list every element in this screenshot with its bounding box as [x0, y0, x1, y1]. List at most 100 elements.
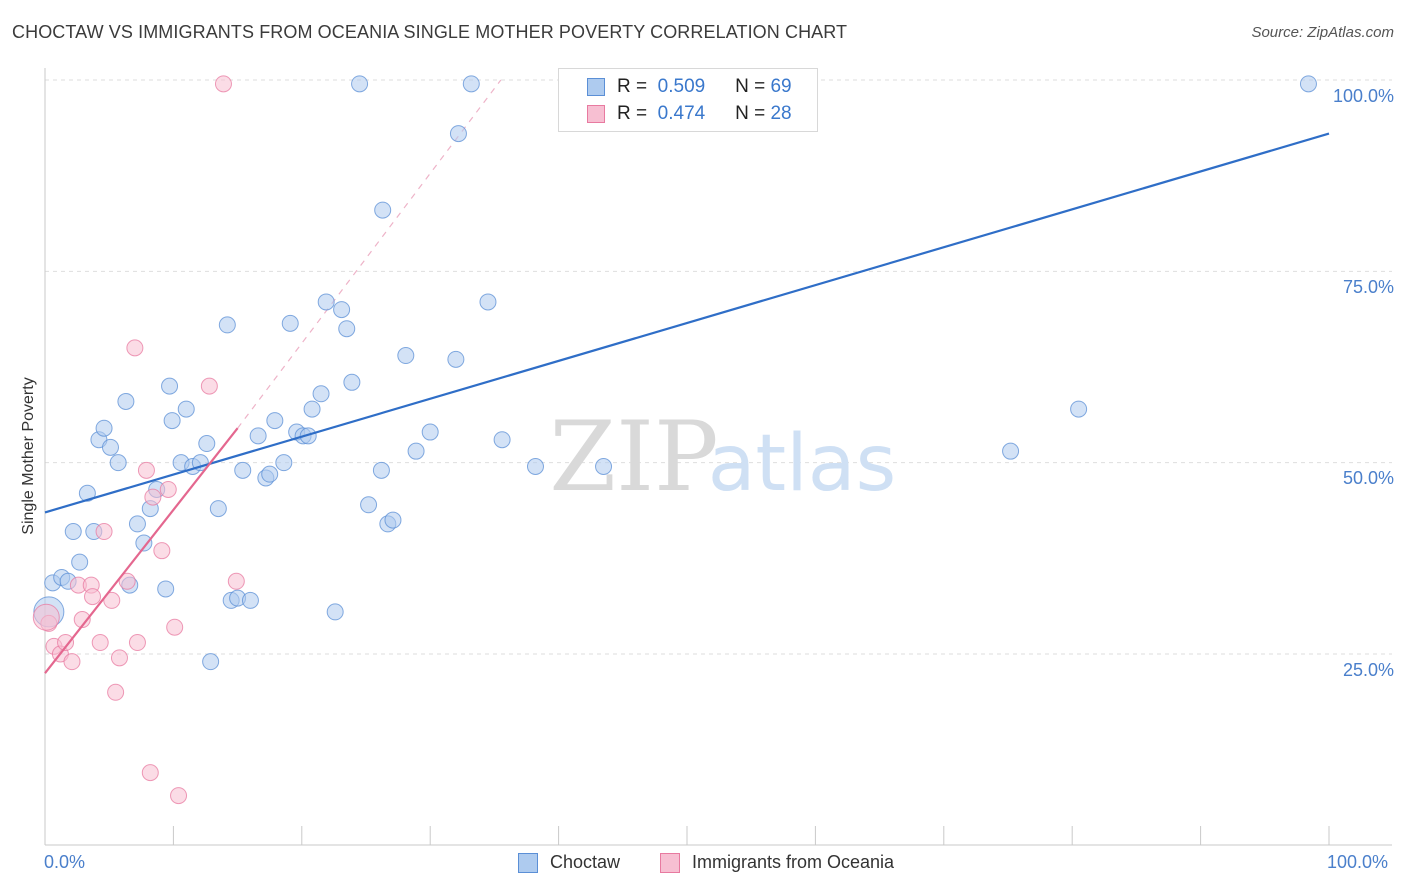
- legend-row-oceania: R = 0.474 N = 28: [559, 100, 792, 128]
- data-point-choctaw: [101, 438, 119, 456]
- bottom-legend-label-oceania: Immigrants from Oceania: [692, 852, 895, 872]
- data-point-choctaw: [218, 316, 236, 334]
- legend-r-value-choctaw: 0.509: [657, 76, 706, 97]
- legend-r-value-oceania: 0.474: [657, 103, 706, 124]
- data-point-choctaw: [128, 515, 146, 533]
- data-point-choctaw: [479, 293, 497, 311]
- bottom-legend-choctaw: Choctaw: [518, 852, 620, 873]
- data-point-choctaw: [234, 461, 252, 479]
- legend-n-label: N =: [735, 76, 766, 97]
- data-point-choctaw: [177, 400, 195, 418]
- legend-r-label: R =: [617, 76, 648, 97]
- data-point-choctaw: [326, 603, 344, 621]
- legend-n-value-oceania: 28: [770, 103, 792, 124]
- data-point-choctaw: [117, 392, 135, 410]
- legend-r-label: R =: [617, 103, 648, 124]
- y-tick-label-25: 25.0%: [1342, 660, 1394, 680]
- data-point-choctaw: [317, 293, 335, 311]
- data-point-choctaw: [275, 454, 293, 472]
- data-point-choctaw: [202, 653, 220, 671]
- data-point-choctaw: [266, 412, 284, 430]
- data-point-oceania: [128, 634, 146, 652]
- legend-row-choctaw: R = 0.509 N = 69: [559, 73, 792, 101]
- data-point-oceania: [107, 683, 125, 701]
- data-point-oceania: [159, 480, 177, 498]
- source-label: Source: ZipAtlas.com: [1251, 24, 1394, 41]
- data-point-choctaw: [384, 511, 402, 529]
- data-point-choctaw: [407, 442, 425, 460]
- x-tick-label-max: 100.0%: [1327, 852, 1389, 872]
- legend-n-value-choctaw: 69: [770, 76, 792, 97]
- data-point-choctaw: [1070, 400, 1088, 418]
- data-point-oceania: [144, 488, 162, 506]
- data-point-choctaw: [462, 75, 480, 93]
- data-point-oceania: [126, 339, 144, 357]
- data-point-choctaw: [209, 500, 227, 518]
- data-point-choctaw: [281, 314, 299, 332]
- data-point-choctaw: [1299, 75, 1317, 93]
- data-point-choctaw: [64, 523, 82, 541]
- y-tick-label-50: 50.0%: [1342, 468, 1394, 488]
- data-point-oceania: [84, 588, 102, 606]
- data-point-oceania: [118, 572, 136, 590]
- data-point-oceania: [137, 461, 155, 479]
- data-point-choctaw: [303, 400, 321, 418]
- trend-line-choctaw: [44, 132, 1330, 514]
- data-point-choctaw: [135, 534, 153, 552]
- bottom-legend-label-choctaw: Choctaw: [550, 852, 621, 872]
- watermark-atlas: atlas: [708, 419, 897, 509]
- watermark-zip: ZIP: [549, 401, 718, 513]
- data-point-choctaw: [449, 125, 467, 143]
- data-point-choctaw: [343, 373, 361, 391]
- data-point-choctaw: [261, 465, 279, 483]
- data-point-oceania: [32, 603, 60, 631]
- bottom-legend-swatch-oceania: [660, 852, 680, 873]
- legend-box: R = 0.509 N = 69 R = 0.474 N = 28: [558, 68, 818, 132]
- data-point-choctaw: [95, 419, 113, 437]
- data-point-choctaw: [421, 423, 439, 441]
- data-point-oceania: [200, 377, 218, 395]
- chart-title: CHOCTAW VS IMMIGRANTS FROM OCEANIA SINGL…: [12, 22, 848, 42]
- data-point-oceania: [227, 572, 245, 590]
- data-point-oceania: [103, 591, 121, 609]
- data-point-choctaw: [595, 457, 613, 475]
- data-point-oceania: [110, 649, 128, 667]
- data-point-choctaw: [161, 377, 179, 395]
- data-point-oceania: [63, 653, 81, 671]
- data-point-oceania: [214, 75, 232, 93]
- bottom-legend-oceania: Immigrants from Oceania: [660, 852, 894, 873]
- data-point-choctaw: [447, 350, 465, 368]
- trend-line-oceania: [44, 427, 239, 674]
- data-point-choctaw: [397, 347, 415, 365]
- bottom-legend-swatch-choctaw: [518, 852, 538, 873]
- data-point-choctaw: [338, 320, 356, 338]
- data-point-choctaw: [198, 435, 216, 453]
- legend-n-label: N =: [735, 103, 766, 124]
- data-point-oceania: [57, 634, 75, 652]
- data-point-choctaw: [312, 385, 330, 403]
- data-point-oceania: [153, 542, 171, 560]
- data-point-choctaw: [351, 75, 369, 93]
- data-point-choctaw: [249, 427, 267, 445]
- data-point-choctaw: [241, 591, 259, 609]
- data-point-choctaw: [157, 580, 175, 598]
- legend-swatch-oceania: [587, 105, 605, 123]
- data-point-choctaw: [1002, 442, 1020, 460]
- data-point-choctaw: [163, 412, 181, 430]
- x-tick-label-min: 0.0%: [44, 852, 86, 872]
- data-point-choctaw: [493, 431, 511, 449]
- data-point-choctaw: [71, 553, 89, 571]
- data-point-choctaw: [374, 201, 392, 219]
- data-point-choctaw: [109, 454, 127, 472]
- legend-swatch-choctaw: [587, 78, 605, 96]
- data-point-choctaw: [372, 461, 390, 479]
- data-point-oceania: [95, 523, 113, 541]
- data-point-choctaw: [78, 484, 96, 502]
- data-point-choctaw: [333, 301, 351, 319]
- data-point-oceania: [141, 764, 159, 782]
- data-point-oceania: [166, 618, 184, 636]
- data-point-oceania: [91, 634, 109, 652]
- data-point-oceania: [170, 787, 188, 805]
- y-tick-label-100: 100.0%: [1332, 86, 1394, 106]
